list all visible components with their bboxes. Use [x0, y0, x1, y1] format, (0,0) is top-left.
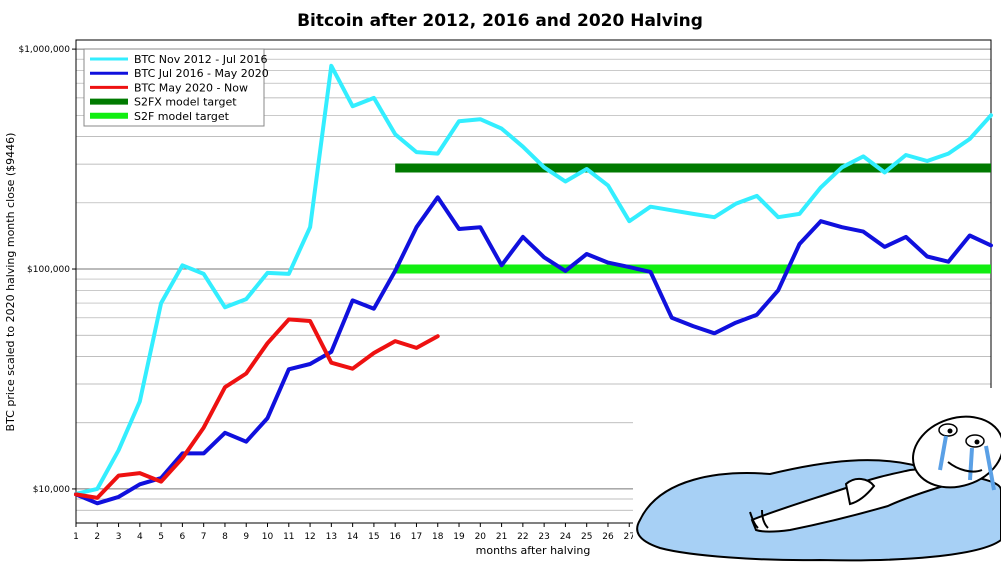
legend-label: BTC Nov 2012 - Jul 2016: [134, 53, 267, 66]
legend-label: S2FX model target: [134, 96, 237, 109]
y-axis-ticks: $10,000 $100,000 $1,000,000: [18, 45, 76, 495]
x-tick-label: 1: [73, 532, 79, 542]
x-tick-label: 20: [475, 532, 487, 542]
x-tick-label: 25: [581, 532, 592, 542]
x-tick-label: 8: [222, 532, 228, 542]
x-tick-label: 14: [347, 532, 359, 542]
x-tick-label: 2: [94, 532, 100, 542]
right-pupil: [974, 439, 980, 445]
series-line-0: [74, 63, 993, 496]
crying-meme-illustration: [633, 388, 1001, 562]
x-tick-label: 19: [453, 532, 465, 542]
x-tick-label: 17: [411, 532, 422, 542]
legend-label: S2F model target: [134, 110, 230, 123]
plot-frame: [75, 39, 992, 524]
left-pupil: [947, 428, 953, 434]
x-tick-label: 11: [283, 532, 294, 542]
x-tick-label: 12: [304, 532, 315, 542]
x-tick-label: 5: [158, 532, 164, 542]
legend-label: BTC Jul 2016 - May 2020: [134, 67, 269, 80]
x-tick-label: 18: [432, 532, 444, 542]
x-tick-label: 23: [538, 532, 549, 542]
series-lines: [74, 63, 993, 506]
x-tick-label: 6: [180, 532, 186, 542]
tears: [938, 435, 996, 491]
chart-title: Bitcoin after 2012, 2016 and 2020 Halvin…: [297, 11, 703, 31]
x-tick-label: 15: [368, 532, 379, 542]
x-tick-label: 27: [624, 532, 635, 542]
x-tick-label: 26: [602, 532, 614, 542]
series-line-2: [74, 317, 440, 500]
x-tick-label: 10: [262, 532, 274, 542]
y-tick-label: $10,000: [33, 485, 70, 495]
x-tick-label: 22: [517, 532, 528, 542]
x-tick-label: 3: [116, 532, 122, 542]
arm: [844, 478, 876, 506]
x-tick-label: 7: [201, 532, 207, 542]
x-tick-label: 13: [326, 532, 337, 542]
legend-label: BTC May 2020 - Now: [134, 81, 248, 94]
y-axis-label: BTC price scaled to 2020 halving month c…: [4, 133, 17, 432]
y-tick-label: $1,000,000: [18, 45, 70, 55]
x-axis-label: months after halving: [476, 544, 591, 557]
x-tick-label: 9: [243, 532, 249, 542]
x-tick-label: 21: [496, 532, 507, 542]
x-axis-ticks: 1 2 3 4 5 6 7 8 9 10 11 12 13 14 15 16 17 18 19 20 21 22 23 24 2…: [73, 523, 635, 542]
series-line-1: [74, 195, 993, 506]
x-tick-label: 4: [137, 532, 143, 542]
leg: [749, 509, 769, 529]
x-tick-label: 24: [560, 532, 572, 542]
y-tick-label: $100,000: [27, 265, 70, 275]
x-tick-label: 16: [389, 532, 401, 542]
mouth: [947, 461, 983, 473]
